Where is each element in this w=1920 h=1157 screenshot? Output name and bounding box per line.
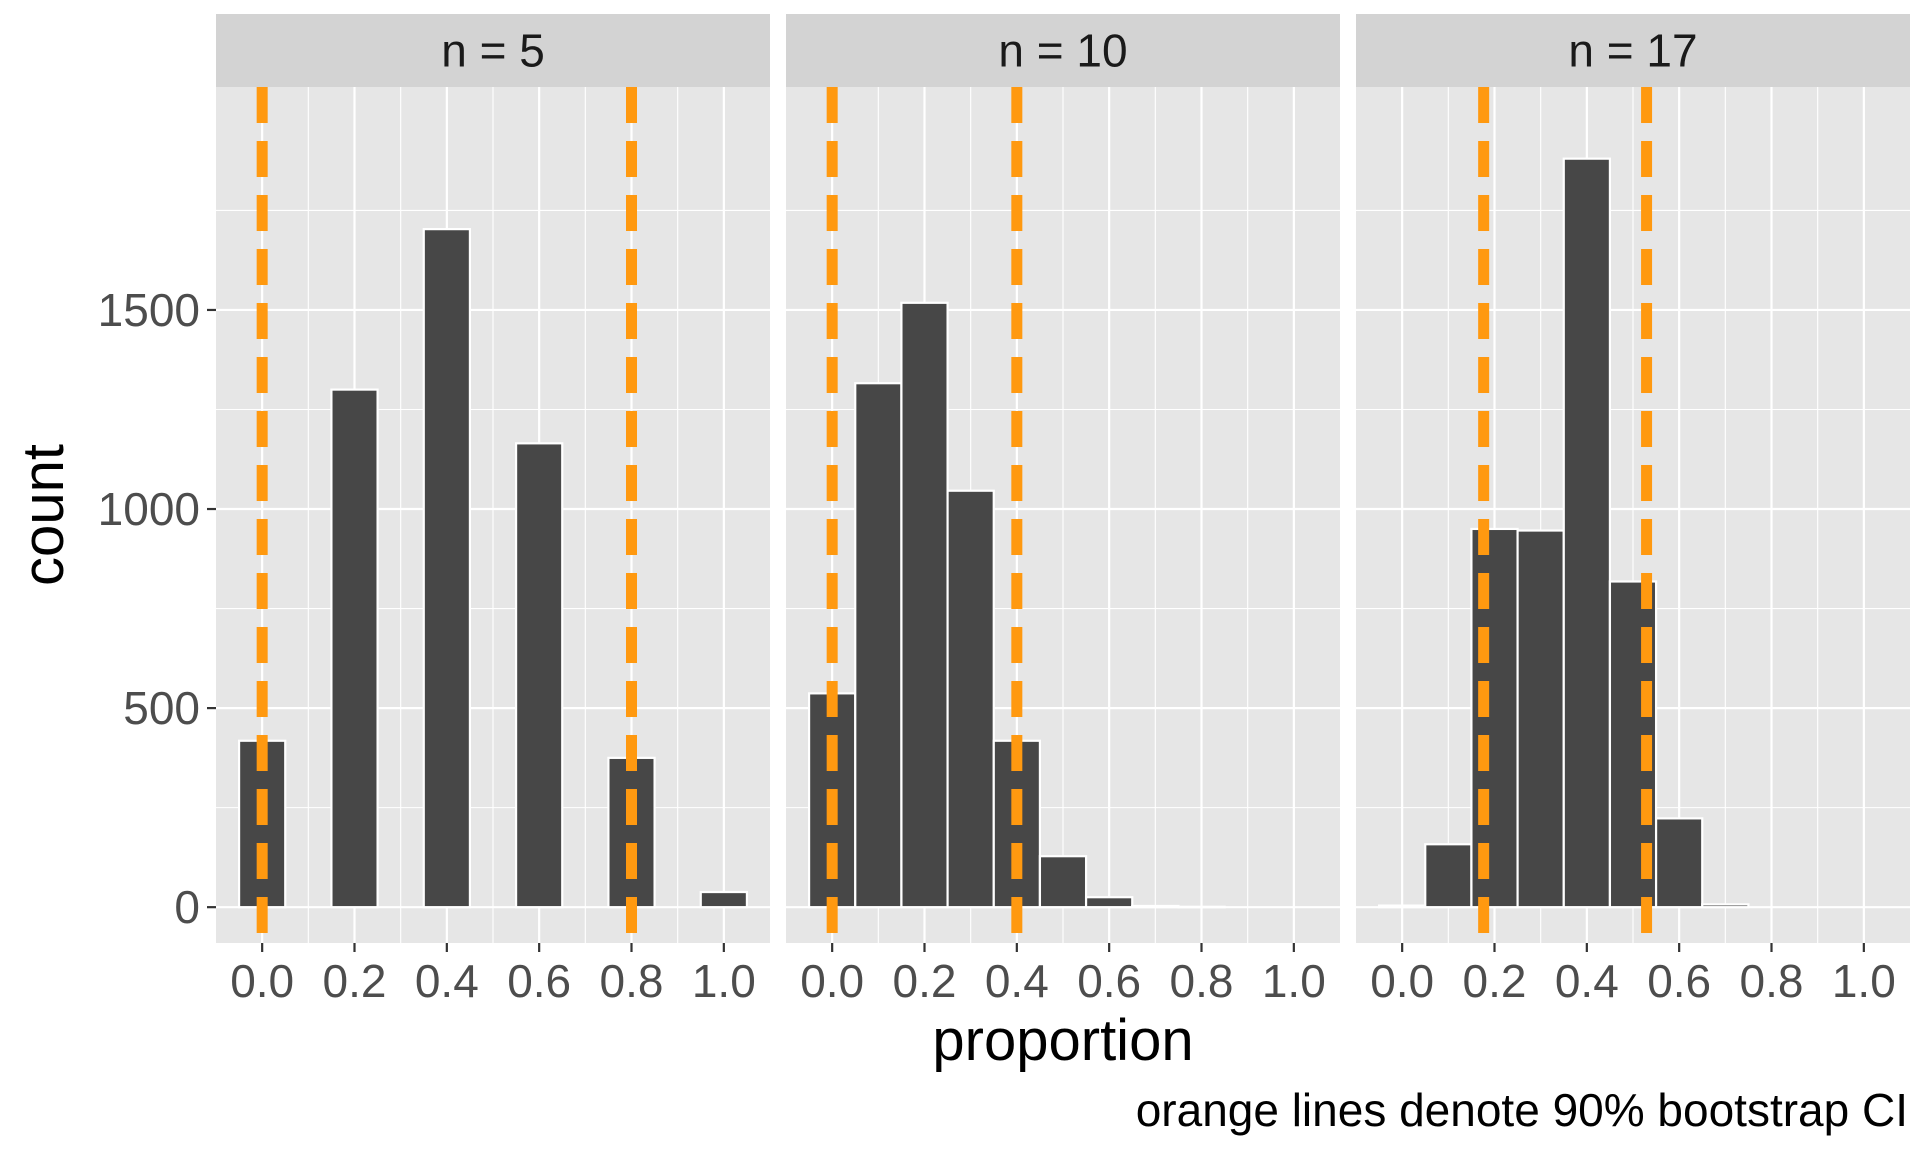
x-tick-label: 0.0 xyxy=(800,955,864,1007)
x-tick-label: 0.0 xyxy=(230,955,294,1007)
x-tick-label: 0.8 xyxy=(1740,955,1804,1007)
histogram-bar xyxy=(330,388,379,909)
facet-strip-label: n = 10 xyxy=(998,25,1127,77)
facet-strip-label: n = 5 xyxy=(441,25,545,77)
histogram-bar xyxy=(946,489,995,909)
x-tick-label: 0.2 xyxy=(1463,955,1527,1007)
y-tick-label: 1500 xyxy=(98,284,200,336)
histogram-bar xyxy=(1701,903,1750,909)
facet-strip xyxy=(216,14,770,87)
histogram-bar xyxy=(514,442,564,909)
x-axis-label: proportion xyxy=(932,1008,1193,1073)
histogram-bar xyxy=(422,228,472,909)
facet-strip-label: n = 17 xyxy=(1568,25,1697,77)
histogram-bar xyxy=(1562,157,1612,909)
y-tick-label: 1000 xyxy=(98,483,200,535)
histogram-bar xyxy=(1654,817,1704,909)
x-tick-label: 1.0 xyxy=(1832,955,1896,1007)
x-tick-label: 0.6 xyxy=(507,955,571,1007)
y-tick-label: 500 xyxy=(123,682,200,734)
x-tick-label: 0.8 xyxy=(600,955,664,1007)
x-tick-label: 0.8 xyxy=(1170,955,1234,1007)
histogram-bar xyxy=(1084,896,1134,909)
histogram-bar xyxy=(854,382,903,909)
x-tick-label: 0.4 xyxy=(985,955,1049,1007)
x-tick-label: 0.0 xyxy=(1370,955,1434,1007)
histogram-bar xyxy=(1131,904,1180,909)
histogram-bar xyxy=(699,890,749,909)
histogram-bar xyxy=(1177,905,1226,909)
facet-panel: n = 17 0.0 0.2 0.4 0.6 0.8 1.0 xyxy=(1356,14,1910,1007)
histogram-bar xyxy=(1038,855,1088,909)
histogram-bar xyxy=(1424,843,1473,909)
y-axis-label: count xyxy=(11,444,76,586)
facet-panel: n = 10 0.0 0.2 0.4 0.6 0.8 1.0 xyxy=(786,14,1340,1007)
histogram-bar xyxy=(607,756,656,909)
facet-strip xyxy=(786,14,1340,87)
y-axis: 0 500 1000 1500 xyxy=(98,284,216,933)
chart-caption: orange lines denote 90% bootstrap CI xyxy=(1136,1084,1908,1136)
x-tick-label: 0.6 xyxy=(1647,955,1711,1007)
x-tick-label: 0.6 xyxy=(1077,955,1141,1007)
histogram-bar xyxy=(900,301,949,909)
x-tick-label: 0.2 xyxy=(323,955,387,1007)
x-tick-label: 0.4 xyxy=(1555,955,1619,1007)
histogram-bar xyxy=(1516,529,1565,909)
x-tick-label: 0.2 xyxy=(893,955,957,1007)
x-tick-label: 0.4 xyxy=(415,955,479,1007)
histogram-bar xyxy=(1377,904,1427,909)
x-tick-label: 1.0 xyxy=(1262,955,1326,1007)
facet-panel: n = 5 0.0 0.2 0.4 0.6 0.8 1.0 xyxy=(216,14,770,1007)
facet-panels: n = 5 0.0 0.2 0.4 0.6 0.8 1.0 n = 10 0.0 0.2 0.4 0.… xyxy=(216,14,1910,1007)
x-tick-label: 1.0 xyxy=(692,955,756,1007)
facet-strip xyxy=(1356,14,1910,87)
y-tick-label: 0 xyxy=(174,881,200,933)
